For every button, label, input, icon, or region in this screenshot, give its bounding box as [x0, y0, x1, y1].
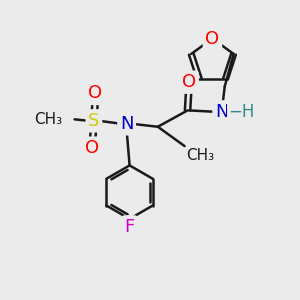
Text: F: F — [124, 218, 135, 236]
Text: S: S — [88, 112, 100, 130]
Text: O: O — [85, 139, 100, 157]
Text: N: N — [215, 103, 229, 121]
Text: N: N — [120, 115, 134, 133]
Text: O: O — [88, 85, 103, 103]
Text: −H: −H — [228, 103, 254, 121]
Text: CH₃: CH₃ — [34, 112, 63, 127]
Text: O: O — [206, 29, 220, 47]
Text: CH₃: CH₃ — [186, 148, 214, 163]
Text: O: O — [182, 73, 196, 91]
